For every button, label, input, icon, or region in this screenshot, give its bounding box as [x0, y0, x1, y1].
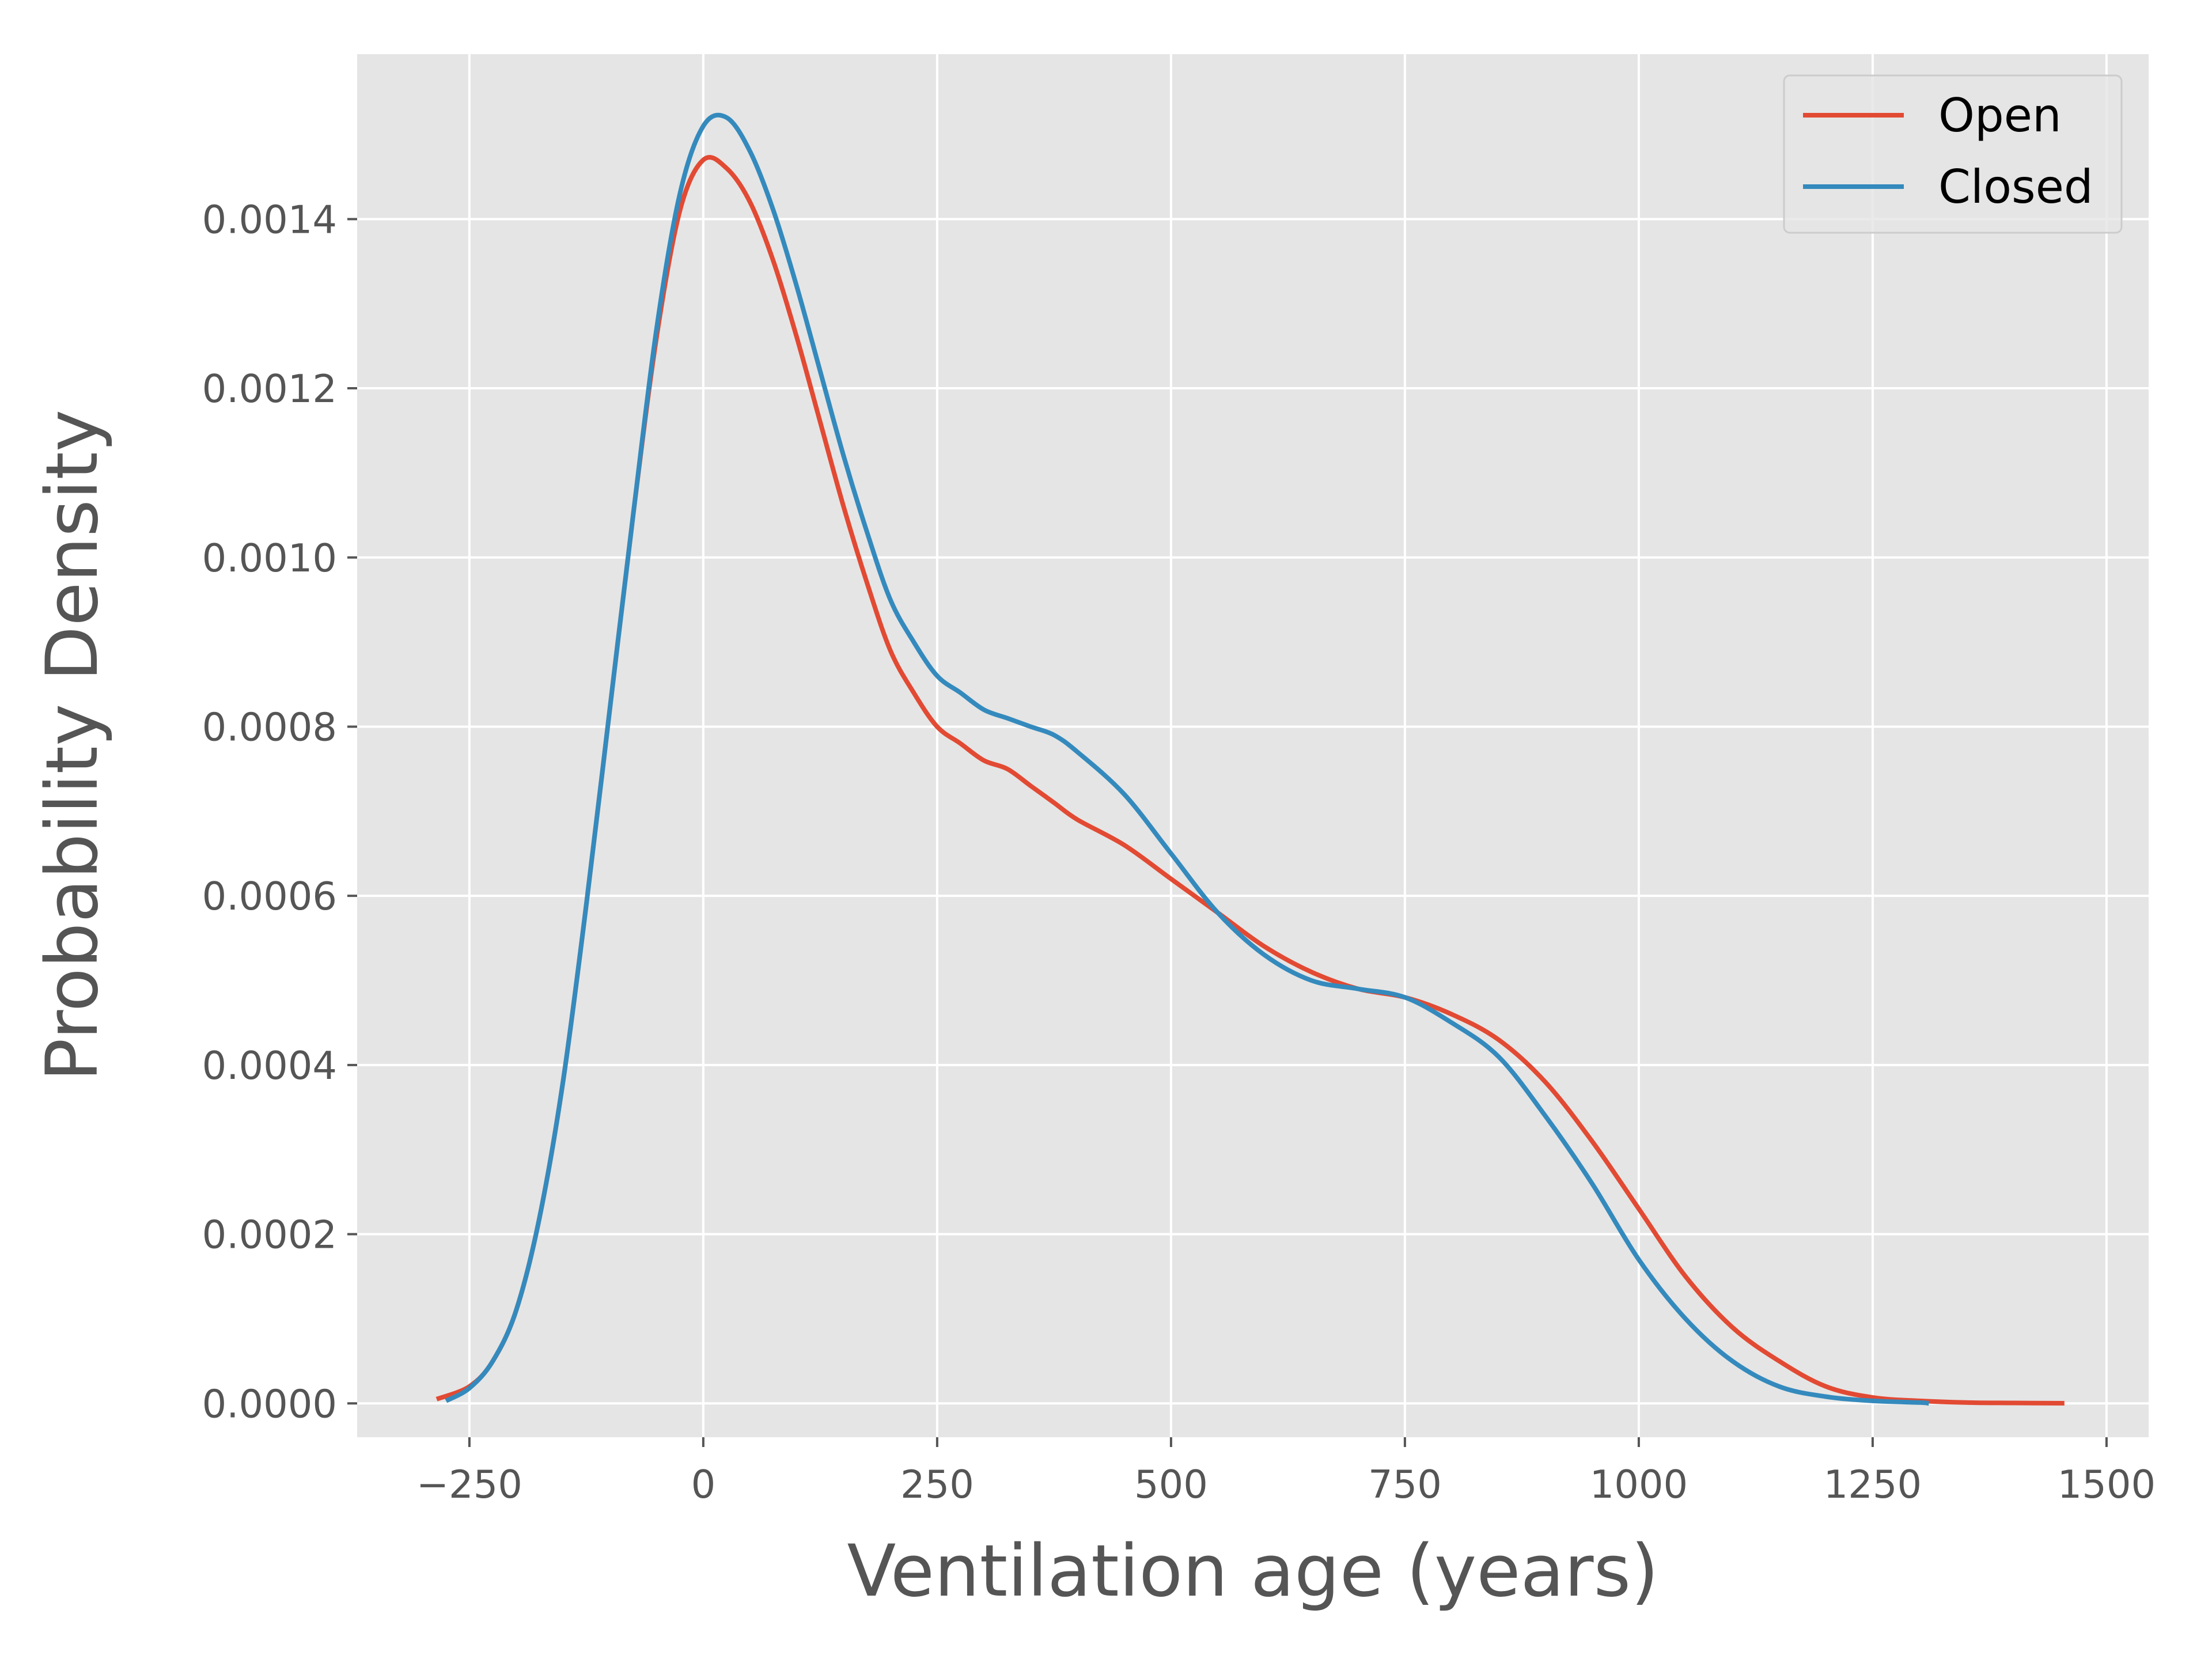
- axis-ticks: −250 0 250 500 750 1000 1250 1500 0.0000 0.0002 0.…: [202, 197, 2156, 1507]
- x-tick-label: 1500: [2058, 1462, 2156, 1507]
- legend: Open Closed: [1783, 74, 2123, 234]
- series-line-closed: [445, 112, 1929, 1406]
- y-tick-label: 0.0014: [202, 197, 337, 242]
- y-tick-label: 0.0010: [202, 536, 337, 581]
- x-tick-label: 250: [900, 1462, 974, 1507]
- y-axis-label: Probability Density: [31, 410, 114, 1081]
- y-tick-label: 0.0002: [202, 1213, 337, 1257]
- x-tick-label: −250: [416, 1462, 522, 1507]
- y-tick-label: 0.0012: [202, 366, 337, 411]
- x-axis-label: Ventilation age (years): [847, 1530, 1659, 1613]
- legend-label-closed: Closed: [1938, 160, 2093, 214]
- legend-label-open: Open: [1938, 89, 2062, 142]
- x-tick-label: 750: [1368, 1462, 1442, 1507]
- series-lines: [435, 112, 2065, 1406]
- y-tick-label: 0.0006: [202, 874, 337, 919]
- y-tick-label: 0.0000: [202, 1381, 337, 1426]
- x-tick-label: 0: [691, 1462, 716, 1507]
- x-tick-label: 1000: [1590, 1462, 1688, 1507]
- x-tick-label: 500: [1134, 1462, 1208, 1507]
- y-tick-label: 0.0004: [202, 1043, 337, 1088]
- x-tick-label: 1250: [1824, 1462, 1922, 1507]
- grid-lines: [357, 54, 2149, 1437]
- y-tick-label: 0.0008: [202, 704, 337, 749]
- plot-area: [357, 54, 2149, 1437]
